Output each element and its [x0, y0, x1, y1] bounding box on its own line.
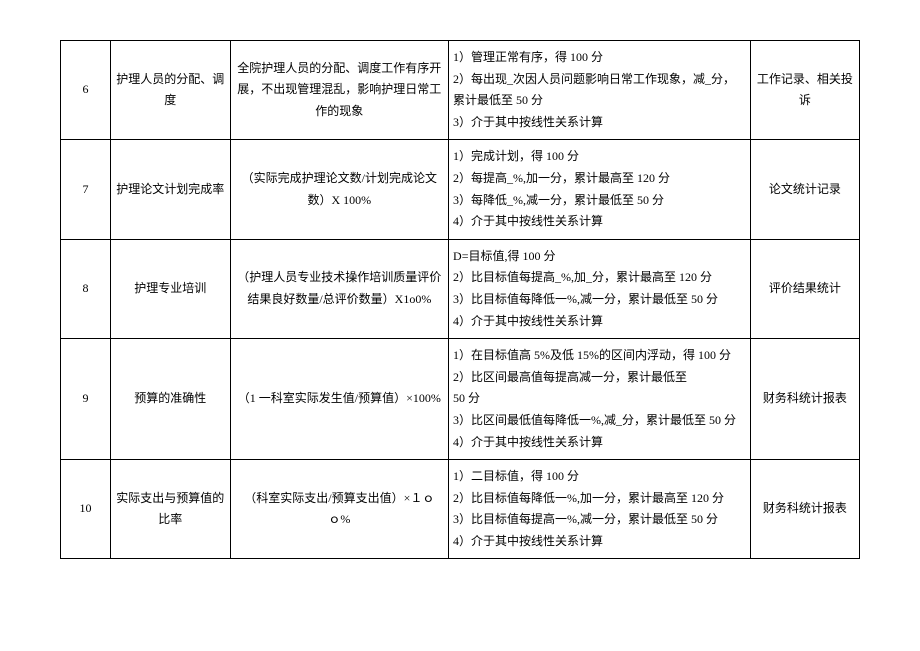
table-row: 10 实际支出与预算值的比率 （科室实际支出/预算支出值）×１ｏｏ% 1）二目标…	[61, 460, 860, 559]
scoring-line: 1）二目标值，得 100 分	[453, 466, 746, 488]
row-index: 6	[61, 41, 111, 140]
indicator-name: 护理人员的分配、调度	[110, 41, 230, 140]
scoring-line: 2）比区间最高值每提高减一分，累计最低至	[453, 367, 746, 389]
scoring-line: 4）介于其中按线性关系计算	[453, 211, 746, 233]
table-row: 8 护理专业培训 （护理人员专业技术操作培训质量评价结果良好数量/总评价数量）X…	[61, 239, 860, 338]
scoring-rules: 1）二目标值，得 100 分 2）比目标值每降低一%,加一分，累计最高至 120…	[449, 460, 751, 559]
table-body: 6 护理人员的分配、调度 全院护理人员的分配、调度工作有序开展，不出现管理混乱，…	[61, 41, 860, 559]
scoring-rules: 1）管理正常有序，得 100 分 2）每出现_次因人员问题影响日常工作现象，减_…	[449, 41, 751, 140]
row-index: 9	[61, 339, 111, 460]
scoring-line: 2）比目标值每提高_%,加_分，累计最高至 120 分	[453, 267, 746, 289]
table-row: 6 护理人员的分配、调度 全院护理人员的分配、调度工作有序开展，不出现管理混乱，…	[61, 41, 860, 140]
data-source: 评价结果统计	[750, 239, 859, 338]
scoring-line: D=目标值,得 100 分	[453, 246, 746, 268]
table-row: 7 护理论文计划完成率 （实际完成护理论文数/计划完成论文数）X 100% 1）…	[61, 140, 860, 239]
scoring-line: 4）介于其中按线性关系计算	[453, 311, 746, 333]
scoring-rules: 1）在目标值高 5%及低 15%的区间内浮动，得 100 分 2）比区间最高值每…	[449, 339, 751, 460]
indicator-name: 护理论文计划完成率	[110, 140, 230, 239]
scoring-rules: D=目标值,得 100 分 2）比目标值每提高_%,加_分，累计最高至 120 …	[449, 239, 751, 338]
data-source: 财务科统计报表	[750, 460, 859, 559]
scoring-line: 2）每出现_次因人员问题影响日常工作现象，减_分，累计最低至 50 分	[453, 69, 746, 112]
scoring-line: 50 分	[453, 388, 746, 410]
indicator-name: 实际支出与预算值的比率	[110, 460, 230, 559]
scoring-line: 3）比区间最低值每降低一%,减_分，累计最低至 50 分	[453, 410, 746, 432]
data-source: 论文统计记录	[750, 140, 859, 239]
formula: （护理人员专业技术操作培训质量评价结果良好数量/总评价数量）X1o0%	[230, 239, 448, 338]
formula: （实际完成护理论文数/计划完成论文数）X 100%	[230, 140, 448, 239]
scoring-line: 3）介于其中按线性关系计算	[453, 112, 746, 134]
scoring-line: 1）在目标值高 5%及低 15%的区间内浮动，得 100 分	[453, 345, 746, 367]
formula: 全院护理人员的分配、调度工作有序开展，不出现管理混乱，影响护理日常工作的现象	[230, 41, 448, 140]
row-index: 8	[61, 239, 111, 338]
scoring-line: 1）完成计划，得 100 分	[453, 146, 746, 168]
scoring-line: 1）管理正常有序，得 100 分	[453, 47, 746, 69]
formula: （1 一科室实际发生值/预算值）×100%	[230, 339, 448, 460]
row-index: 10	[61, 460, 111, 559]
row-index: 7	[61, 140, 111, 239]
data-source: 工作记录、相关投诉	[750, 41, 859, 140]
data-source: 财务科统计报表	[750, 339, 859, 460]
scoring-rules: 1）完成计划，得 100 分 2）每提高_%,加一分，累计最高至 120 分 3…	[449, 140, 751, 239]
scoring-line: 3）比目标值每降低一%,减一分，累计最低至 50 分	[453, 289, 746, 311]
formula: （科室实际支出/预算支出值）×１ｏｏ%	[230, 460, 448, 559]
table-row: 9 预算的准确性 （1 一科室实际发生值/预算值）×100% 1）在目标值高 5…	[61, 339, 860, 460]
indicator-name: 护理专业培训	[110, 239, 230, 338]
scoring-line: 3）比目标值每提高一%,减一分，累计最低至 50 分	[453, 509, 746, 531]
scoring-line: 4）介于其中按线性关系计算	[453, 432, 746, 454]
evaluation-table: 6 护理人员的分配、调度 全院护理人员的分配、调度工作有序开展，不出现管理混乱，…	[60, 40, 860, 559]
scoring-line: 3）每降低_%,减一分，累计最低至 50 分	[453, 190, 746, 212]
indicator-name: 预算的准确性	[110, 339, 230, 460]
scoring-line: 2）比目标值每降低一%,加一分，累计最高至 120 分	[453, 488, 746, 510]
scoring-line: 2）每提高_%,加一分，累计最高至 120 分	[453, 168, 746, 190]
scoring-line: 4）介于其中按线性关系计算	[453, 531, 746, 553]
